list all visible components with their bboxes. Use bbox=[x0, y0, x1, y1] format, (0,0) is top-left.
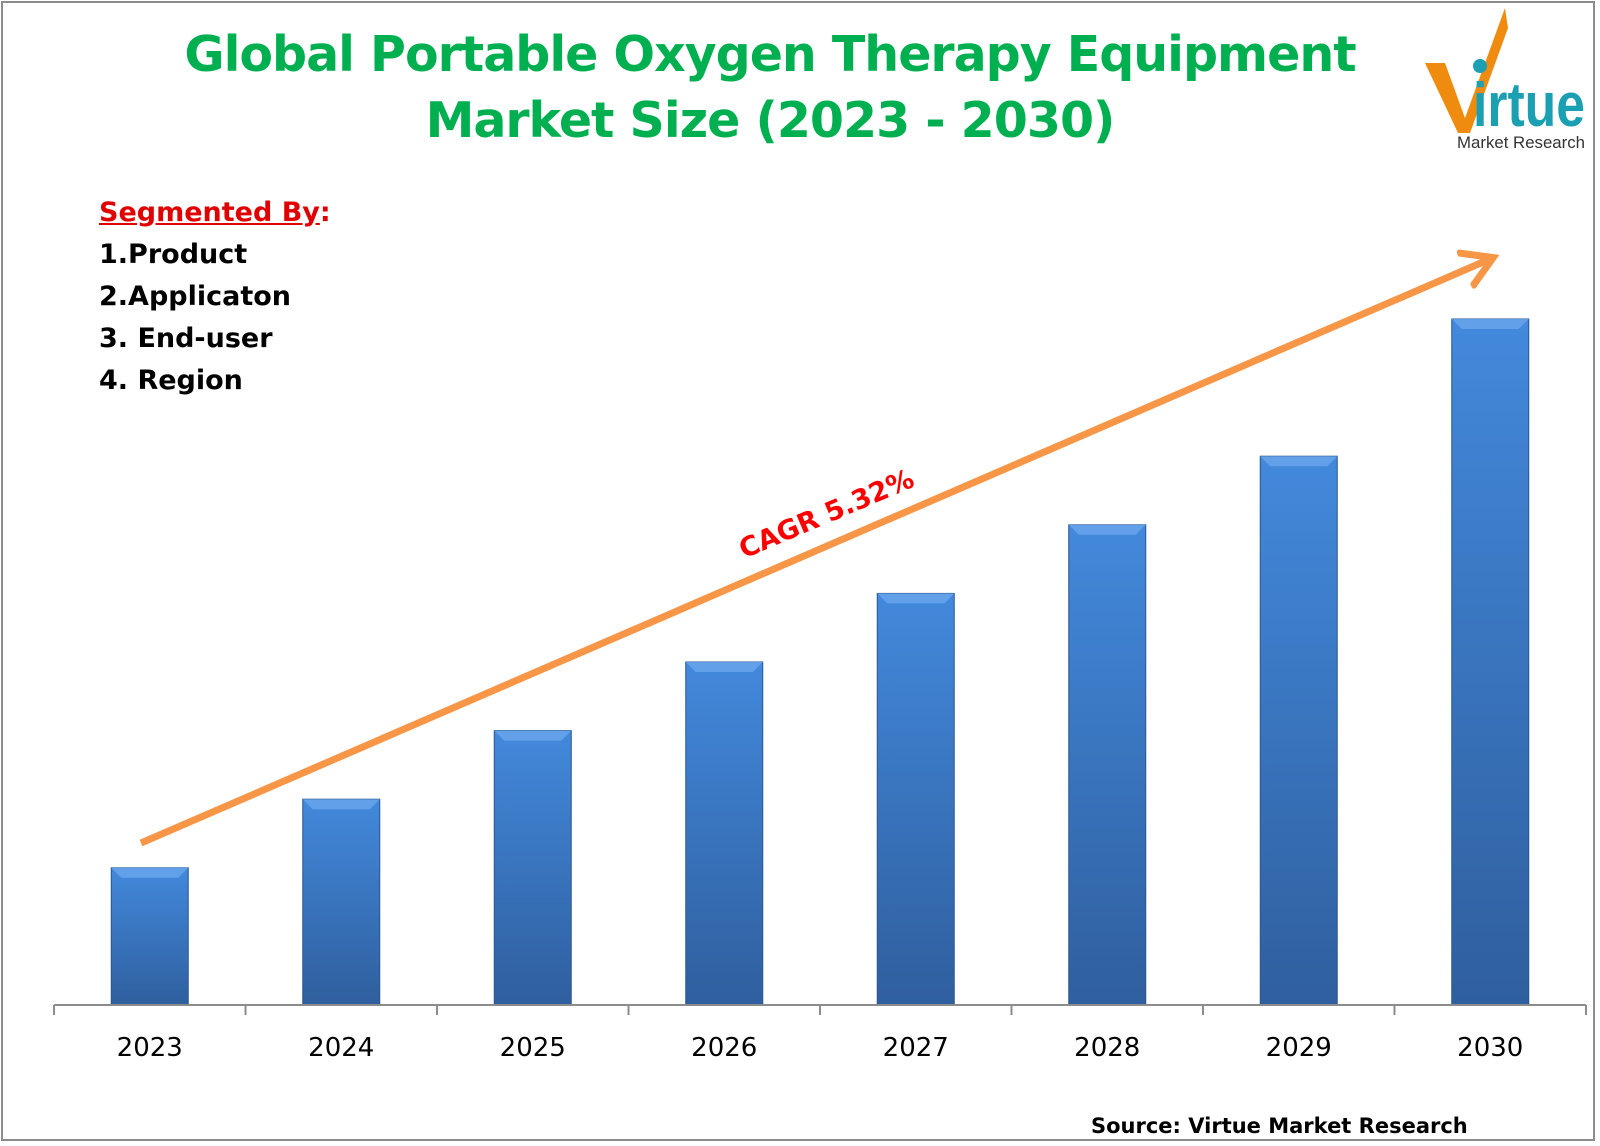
bar-2028 bbox=[1068, 524, 1147, 1006]
x-tick-label: 2027 bbox=[883, 1033, 949, 1063]
x-tick-label: 2030 bbox=[1457, 1033, 1523, 1063]
segmentation-list: Segmented By: 1.Product 2.Applicaton 3. … bbox=[99, 192, 331, 402]
chart-title: Global Portable Oxygen Therapy Equipment… bbox=[184, 26, 1356, 149]
svg-text:irtue: irtue bbox=[1473, 71, 1585, 140]
segmented-by-heading: Segmented By bbox=[99, 197, 320, 228]
bar-2029 bbox=[1259, 455, 1338, 1006]
x-tick-label: 2025 bbox=[500, 1033, 566, 1063]
bar-2026 bbox=[685, 661, 764, 1006]
segment-item: 4. Region bbox=[99, 365, 243, 396]
x-tick-label: 2024 bbox=[308, 1033, 374, 1063]
virtue-logo: irtue Market Research bbox=[1425, 8, 1585, 152]
segment-item: 1.Product bbox=[99, 239, 248, 270]
segmented-colon: : bbox=[319, 197, 331, 228]
bar-2027 bbox=[876, 592, 955, 1006]
bar-2025 bbox=[493, 730, 572, 1006]
x-tick-label: 2028 bbox=[1074, 1033, 1140, 1063]
x-tick-label: 2029 bbox=[1266, 1033, 1332, 1063]
svg-text:Market Research: Market Research bbox=[1457, 133, 1585, 152]
bar-2030 bbox=[1451, 318, 1530, 1006]
x-tick-label: 2023 bbox=[117, 1033, 183, 1063]
segment-item: 2.Applicaton bbox=[99, 281, 292, 312]
cagr-arrow bbox=[139, 259, 1490, 847]
bar-2024 bbox=[302, 798, 381, 1006]
segment-item: 3. End-user bbox=[99, 323, 273, 354]
source-note: Source: Virtue Market Research bbox=[1091, 1114, 1468, 1138]
x-tick-label: 2026 bbox=[691, 1033, 757, 1063]
bar-2023 bbox=[110, 867, 189, 1006]
